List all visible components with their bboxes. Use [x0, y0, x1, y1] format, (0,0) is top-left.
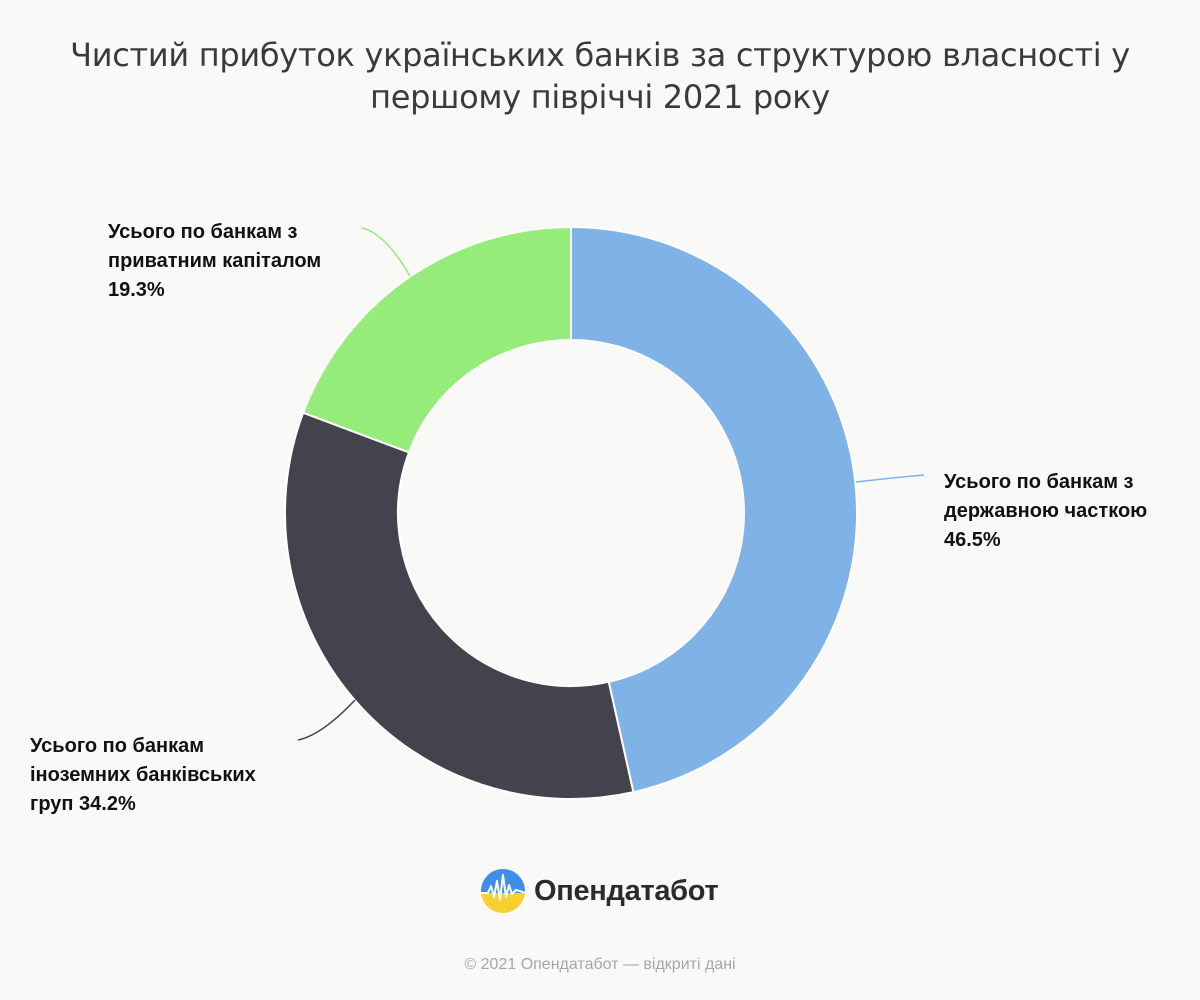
footer-copyright: © 2021 Опендатабот — відкриті дані: [464, 956, 736, 973]
leader-line-private: [361, 227, 411, 277]
slice-label-foreign: Усього по банкам іноземних банківських г…: [30, 732, 256, 819]
opendatabot-logo-icon: [481, 869, 525, 913]
brand-logo: Опендатабот: [478, 866, 719, 916]
slice-label-foreign-line-3: груп 34.2%: [30, 793, 136, 815]
slice-label-state-line-2: державною часткою: [944, 500, 1148, 522]
chart-title-line-1: Чистий прибуток українських банків за ст…: [70, 36, 1130, 74]
leader-line-foreign: [297, 699, 356, 741]
leader-line-state: [855, 474, 925, 483]
slice-label-state-line-1: Усього по банкам з: [944, 471, 1134, 493]
chart-title: Чистий прибуток українських банків за ст…: [0, 34, 1200, 118]
slice-label-private-line-2: приватним капіталом: [108, 250, 322, 272]
slice-foreign: [284, 411, 635, 800]
slice-state: [570, 226, 858, 794]
slice-label-state: Усього по банкам з державною часткою 46.…: [944, 468, 1147, 555]
slice-label-foreign-line-2: іноземних банківських: [30, 764, 256, 786]
slice-label-private-line-3: 19.3%: [108, 279, 165, 301]
brand-name: Опендатабот: [534, 874, 719, 907]
slice-label-state-line-3: 46.5%: [944, 529, 1001, 551]
slice-label-private-line-1: Усього по банкам з: [108, 221, 298, 243]
slice-private: [302, 226, 572, 454]
chart-title-line-2: першому півріччі 2021 року: [370, 78, 830, 116]
slice-label-foreign-line-1: Усього по банкам: [30, 735, 204, 757]
slice-label-private: Усього по банкам з приватним капіталом 1…: [108, 218, 321, 305]
